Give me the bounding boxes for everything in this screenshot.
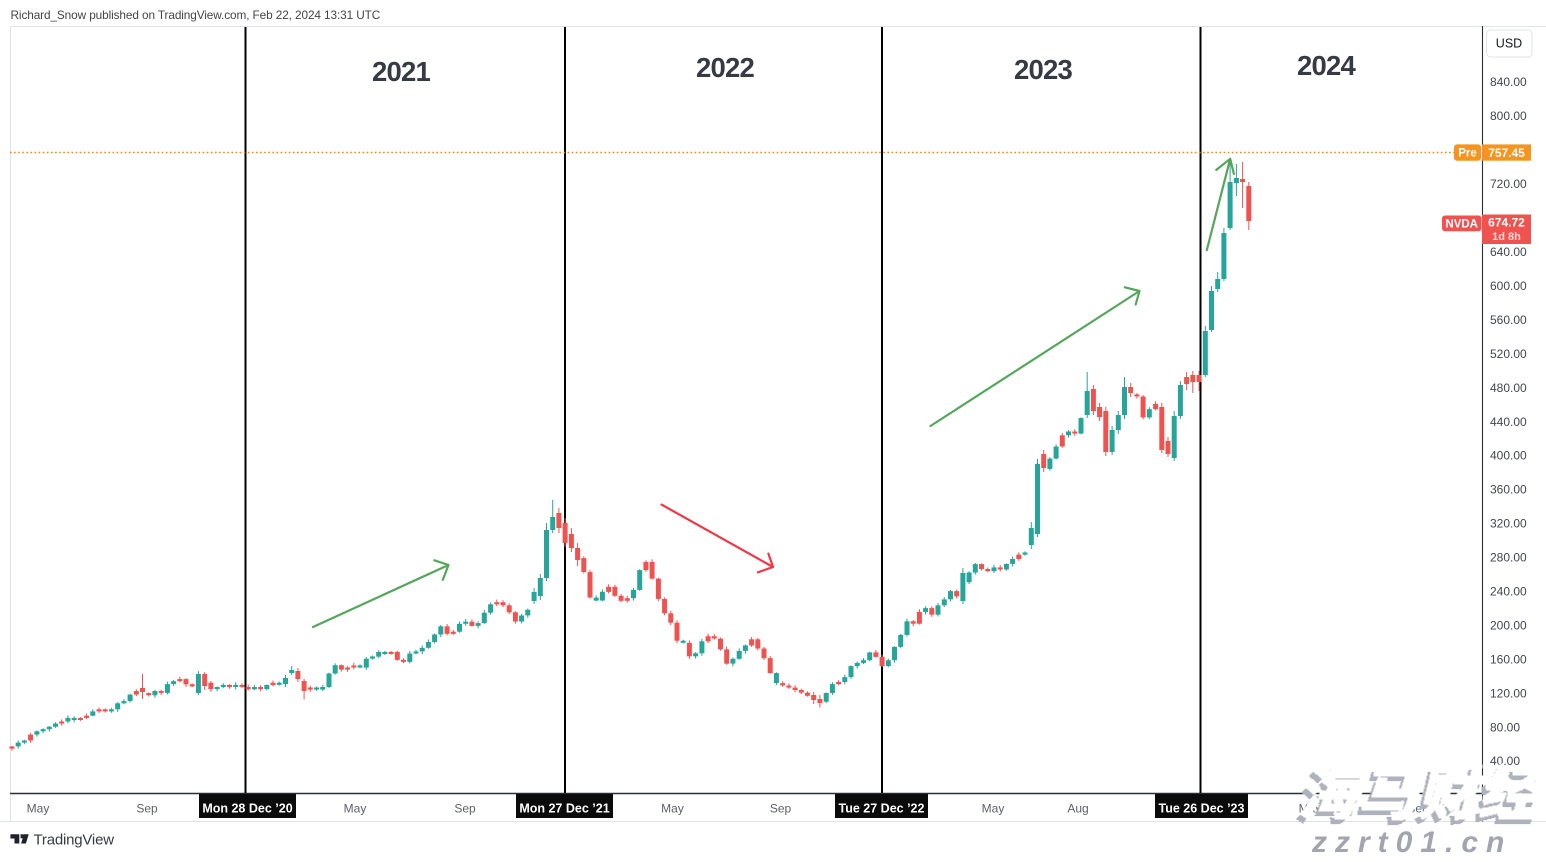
svg-text:May: May [344,802,367,816]
svg-text:2021: 2021 [372,56,430,87]
svg-text:720.00: 720.00 [1490,177,1527,191]
svg-text:80.00: 80.00 [1490,720,1520,734]
svg-text:2022: 2022 [696,52,754,83]
svg-text:Mon 27 Dec ’21: Mon 27 Dec ’21 [519,802,609,816]
svg-text:600.00: 600.00 [1490,279,1527,293]
svg-text:2024: 2024 [1297,50,1356,81]
svg-text:Sep: Sep [770,802,792,816]
svg-text:320.00: 320.00 [1490,517,1527,531]
svg-text:674.72: 674.72 [1488,216,1525,230]
svg-text:840.00: 840.00 [1490,75,1527,89]
svg-text:Sep: Sep [454,802,476,816]
svg-text:NVDA: NVDA [1445,219,1478,231]
svg-text:zzrt01.cn: zzrt01.cn [1309,824,1510,857]
svg-text:280.00: 280.00 [1490,551,1527,565]
svg-text:May: May [982,802,1005,816]
svg-text:May: May [27,802,50,816]
svg-text:200.00: 200.00 [1490,619,1527,633]
svg-text:Pre: Pre [1458,148,1477,160]
svg-text:Aug: Aug [1067,802,1088,816]
svg-text:Mon 28 Dec ’20: Mon 28 Dec ’20 [202,802,292,816]
svg-text:240.00: 240.00 [1490,585,1527,599]
svg-text:40.00: 40.00 [1490,754,1520,768]
svg-text:800.00: 800.00 [1490,109,1527,123]
svg-text:USD: USD [1496,37,1522,51]
svg-text:2023: 2023 [1014,54,1072,85]
svg-text:120.00: 120.00 [1490,686,1527,700]
svg-text:160.00: 160.00 [1490,652,1527,666]
svg-text:Richard_Snow published on Trad: Richard_Snow published on TradingView.co… [11,8,381,22]
svg-text:zzrt01.cn: zzrt01.cn [1311,826,1512,857]
svg-text:560.00: 560.00 [1490,313,1527,327]
svg-text:400.00: 400.00 [1490,449,1527,463]
svg-text:757.45: 757.45 [1488,146,1525,160]
svg-text:440.00: 440.00 [1490,415,1527,429]
svg-text:Tue 26 Dec ’23: Tue 26 Dec ’23 [1159,802,1245,816]
svg-text:May: May [661,802,684,816]
svg-text:1d 8h: 1d 8h [1492,231,1521,243]
svg-text:640.00: 640.00 [1490,245,1527,259]
svg-text:Tue 27 Dec ’22: Tue 27 Dec ’22 [839,802,925,816]
svg-text:Sep: Sep [136,802,158,816]
svg-text:TradingView: TradingView [34,832,115,849]
svg-text:480.00: 480.00 [1490,381,1527,395]
svg-text:520.00: 520.00 [1490,347,1527,361]
svg-text:360.00: 360.00 [1490,483,1527,497]
